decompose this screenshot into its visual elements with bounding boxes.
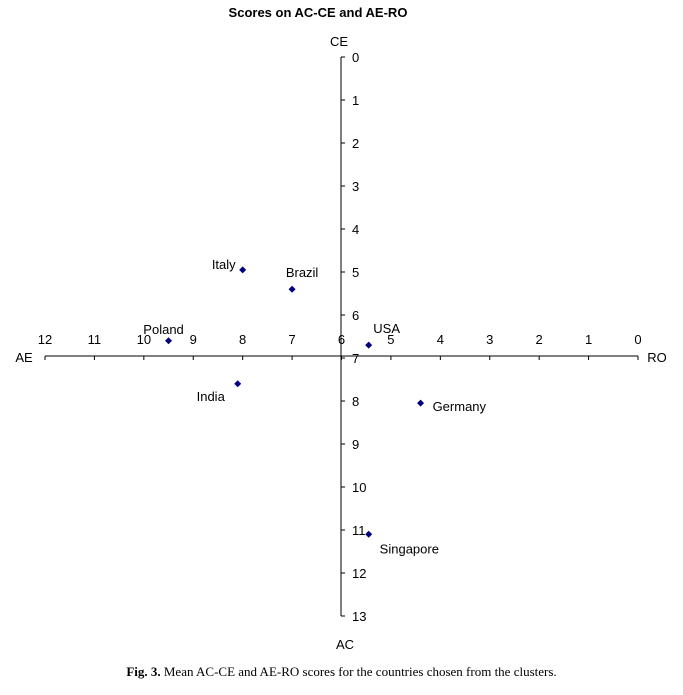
vertical-tick-label: 13	[352, 609, 366, 624]
horizontal-tick-label: 7	[288, 332, 295, 347]
horizontal-tick-label: 12	[38, 332, 52, 347]
point-marker-usa	[365, 341, 373, 349]
horizontal-tick-label: 4	[437, 332, 444, 347]
point-marker-singapore	[365, 530, 373, 538]
data-points: Italy Brazil Poland USA India Germany Singapor…	[143, 257, 486, 556]
point-marker-india	[234, 380, 242, 388]
vertical-tick-label: 4	[352, 222, 359, 237]
vertical-tick-label: 9	[352, 437, 359, 452]
point-marker-germany	[417, 399, 425, 407]
point-label-india: India	[197, 389, 226, 404]
vertical-tick-label: 7	[352, 351, 359, 366]
vertical-tick-label: 2	[352, 136, 359, 151]
horizontal-tick-label: 9	[190, 332, 197, 347]
chart-title: Scores on AC-CE and AE-RO	[229, 5, 408, 20]
horizontal-tick-label: 6	[338, 332, 345, 347]
point-marker-italy	[239, 266, 247, 274]
horizontal-tick-label: 8	[239, 332, 246, 347]
horizontal-tick-label: 5	[387, 332, 394, 347]
vertical-tick-label: 6	[352, 308, 359, 323]
figure-caption: Fig. 3. Mean AC-CE and AE-RO scores for …	[0, 664, 683, 680]
point-label-poland: Poland	[143, 322, 183, 337]
vertical-tick-label: 3	[352, 179, 359, 194]
figure-label: Fig. 3.	[126, 664, 161, 679]
horizontal-tick-label: 0	[634, 332, 641, 347]
vertical-tick-label: 11	[352, 523, 366, 538]
point-label-germany: Germany	[433, 399, 487, 414]
horizontal-tick-label: 11	[88, 332, 102, 347]
horizontal-tick-label: 10	[137, 332, 151, 347]
vertical-tick-label: 8	[352, 394, 359, 409]
vertical-tick-label: 5	[352, 265, 359, 280]
axis-label-ro: RO	[647, 350, 667, 365]
axis-label-ce: CE	[330, 34, 348, 49]
horizontal-tick-label: 2	[536, 332, 543, 347]
vertical-tick-label: 0	[352, 50, 359, 65]
chart: Scores on AC-CE and AE-RO 01234567891011…	[15, 5, 667, 652]
horizontal-tick-label: 3	[486, 332, 493, 347]
vertical-tick-label: 10	[352, 480, 366, 495]
point-label-brazil: Brazil	[286, 265, 319, 280]
vertical-tick-label: 12	[352, 566, 366, 581]
vertical-tick-label: 1	[352, 93, 359, 108]
point-marker-poland	[165, 337, 173, 345]
point-label-italy: Italy	[212, 257, 236, 272]
figure-caption-text: Mean AC-CE and AE-RO scores for the coun…	[163, 664, 557, 679]
point-label-singapore: Singapore	[380, 541, 439, 556]
axis-label-ae: AE	[15, 350, 33, 365]
horizontal-tick-label: 1	[585, 332, 592, 347]
point-label-usa: USA	[373, 321, 400, 336]
axis-label-ac: AC	[336, 637, 354, 652]
point-marker-brazil	[288, 285, 296, 293]
